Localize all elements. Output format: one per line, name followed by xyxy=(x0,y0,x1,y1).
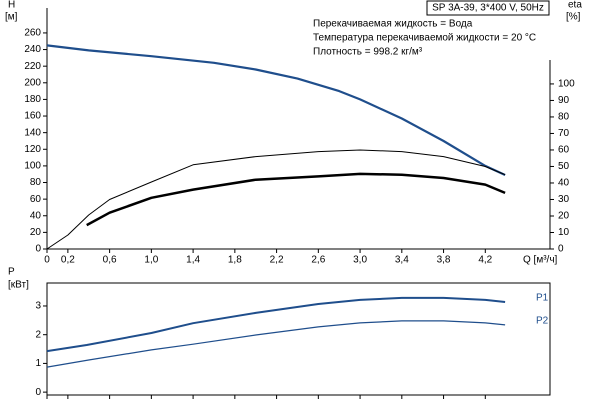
y-axis-label: H xyxy=(8,0,15,11)
y-tick-label: 0 xyxy=(35,244,41,255)
x-tick-label: 1,0 xyxy=(144,255,158,266)
x-tick-label: 0 xyxy=(44,255,50,266)
y-tick-label: 3 xyxy=(35,301,41,312)
y2-axis-label: eta xyxy=(568,0,582,11)
x-tick-label: 3,8 xyxy=(437,255,451,266)
y2-tick-label: 20 xyxy=(558,211,570,222)
y2-tick-label: 100 xyxy=(558,79,575,90)
annotation: Температура перекачиваемой жидкости = 20… xyxy=(313,33,536,44)
y-tick-label: 200 xyxy=(24,77,41,88)
series-label: P2 xyxy=(536,316,549,327)
chart-title: SP 3A-39, 3*400 V, 50Hz xyxy=(432,3,544,14)
y-tick-label: 40 xyxy=(30,210,42,221)
annotation: Перекачиваемая жидкость = Вода xyxy=(313,19,473,30)
y2-tick-label: 90 xyxy=(558,95,570,106)
plot-frame xyxy=(46,282,551,396)
curve xyxy=(86,172,506,227)
y2-tick-label: 70 xyxy=(558,128,570,139)
title-box xyxy=(426,0,550,16)
y-tick-label: 160 xyxy=(24,111,41,122)
y2-tick-label: 40 xyxy=(558,178,570,189)
y2-tick-label: 30 xyxy=(558,194,570,205)
y-tick-label: 100 xyxy=(24,161,41,172)
y-tick-label: 260 xyxy=(24,28,41,39)
curve xyxy=(46,44,506,176)
x-tick-label: 2,6 xyxy=(311,255,325,266)
y-tick-label: 180 xyxy=(24,94,41,105)
y-tick-label: 240 xyxy=(24,44,41,55)
x-tick-label: 0,2 xyxy=(61,255,75,266)
curve xyxy=(46,320,506,368)
x-tick-label: 3,4 xyxy=(395,255,409,266)
y2-tick-label: 50 xyxy=(558,161,570,172)
y-axis-label: [кВт] xyxy=(8,280,29,291)
x-tick-label: 1,8 xyxy=(228,255,242,266)
annotation: Плотность = 998.2 кг/м³ xyxy=(313,47,423,58)
y-tick-label: 20 xyxy=(30,227,42,238)
y-tick-label: 0 xyxy=(35,387,41,398)
x-tick-label: 3,0 xyxy=(353,255,367,266)
series-label: P1 xyxy=(536,293,549,304)
y2-tick-label: 60 xyxy=(558,145,570,156)
y2-tick-label: 10 xyxy=(558,227,570,238)
y-tick-label: 1 xyxy=(35,358,41,369)
x-tick-label: 0,6 xyxy=(103,255,117,266)
y2-tick-label: 80 xyxy=(558,112,570,123)
y-axis-label: P xyxy=(8,267,15,278)
y-tick-label: 220 xyxy=(24,61,41,72)
y2-tick-label: 0 xyxy=(558,244,564,255)
y-axis-label: [м] xyxy=(5,12,18,23)
y-tick-label: 60 xyxy=(30,194,42,205)
curve xyxy=(46,296,506,353)
x-tick-label: 2,2 xyxy=(270,255,284,266)
curve xyxy=(46,149,506,250)
y-tick-label: 80 xyxy=(30,177,42,188)
y2-axis-label: [%] xyxy=(566,12,581,23)
y-tick-label: 120 xyxy=(24,144,41,155)
y-tick-label: 140 xyxy=(24,127,41,138)
x-axis-label: Q [м³/ч] xyxy=(523,255,558,266)
y-tick-label: 2 xyxy=(35,329,41,340)
x-tick-label: 4,2 xyxy=(478,255,492,266)
x-tick-label: 1,4 xyxy=(186,255,200,266)
